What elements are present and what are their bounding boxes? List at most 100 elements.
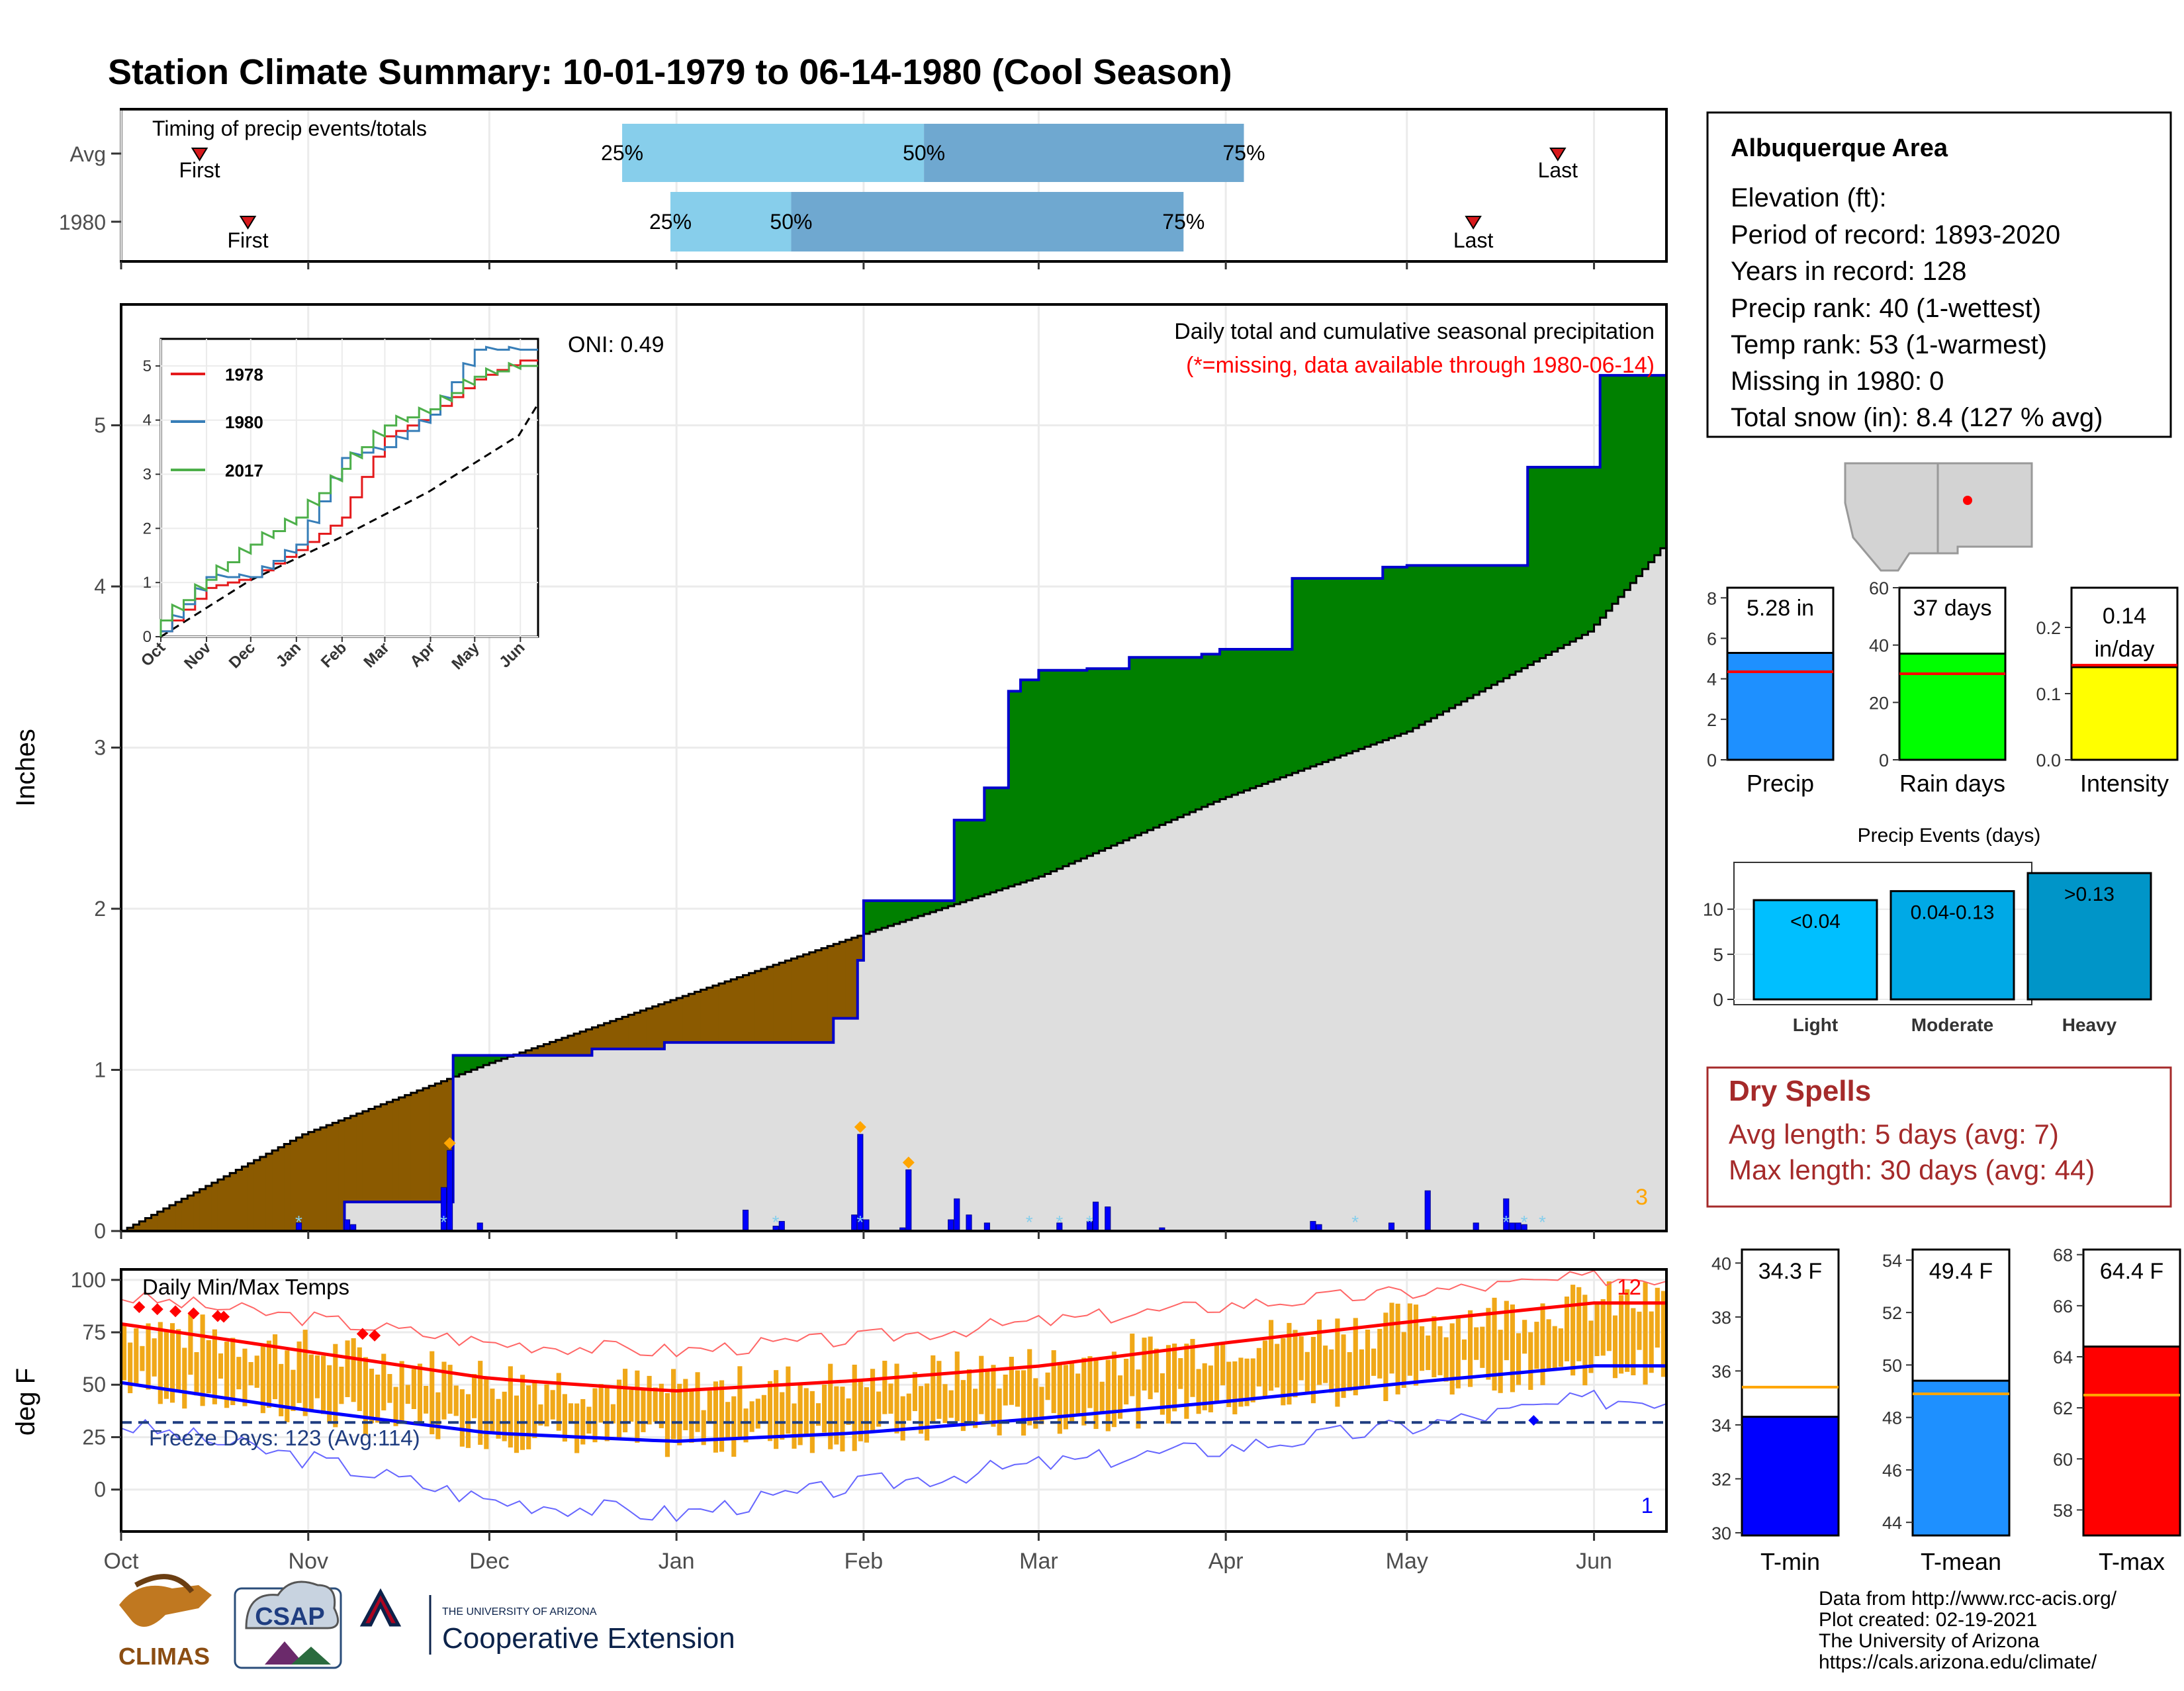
daily-temp-bar xyxy=(1287,1322,1292,1405)
above-normal-area xyxy=(1038,670,1046,877)
daily-temp-bar xyxy=(774,1370,779,1449)
timing-bars xyxy=(191,124,1567,251)
below-normal-area xyxy=(731,979,737,1043)
below-normal-area xyxy=(211,1182,218,1231)
precip-count-label: 3 xyxy=(1635,1185,1648,1210)
above-normal-area xyxy=(489,1055,496,1064)
below-normal-area xyxy=(586,1029,593,1056)
daily-temp-bar xyxy=(236,1357,242,1390)
daily-temp-bar xyxy=(212,1329,217,1404)
daily-temp-bar xyxy=(556,1373,561,1431)
daily-temp-bar xyxy=(1643,1282,1648,1385)
daily-temp-bar xyxy=(1184,1344,1189,1419)
events-bar-label-moderate: Moderate xyxy=(1911,1015,1993,1035)
below-normal-area xyxy=(236,1169,243,1231)
cumulative-precip-line xyxy=(121,374,1666,1232)
precip-caption: Daily total and cumulative seasonal prec… xyxy=(1174,319,1655,344)
above-normal-area xyxy=(1522,565,1528,668)
temp-summary-label-t-max: T-max xyxy=(2099,1548,2165,1575)
daily-temp-bar xyxy=(508,1366,513,1448)
above-normal-area xyxy=(495,1055,502,1061)
above-normal-area xyxy=(1081,670,1087,859)
above-normal-area xyxy=(1105,668,1112,848)
daily-temp-bar xyxy=(424,1386,429,1414)
above-normal-area xyxy=(924,900,931,915)
summary-bar-intensity xyxy=(2070,666,2179,761)
temp-summary-y-tick-label: 36 xyxy=(1711,1361,1731,1381)
daily-temp-bar xyxy=(797,1385,803,1445)
daily-temp-bar xyxy=(936,1361,942,1419)
events-bar-range: <0.04 xyxy=(1790,911,1841,933)
daily-precip-bar xyxy=(1310,1220,1316,1232)
daily-temp-bar xyxy=(1069,1363,1075,1424)
temp-summary-y-tick-label: 66 xyxy=(2053,1297,2073,1316)
daily-temp-bar xyxy=(973,1389,978,1428)
daily-temp-bar xyxy=(1238,1357,1244,1407)
daily-temp-bar xyxy=(786,1366,791,1434)
record-high-marker xyxy=(151,1303,163,1316)
below-normal-area xyxy=(743,975,750,1043)
daily-temp-bar xyxy=(834,1386,839,1445)
daily-temp-bar xyxy=(490,1389,495,1434)
below-normal-area xyxy=(598,1025,605,1049)
csap-logo-text: CSAP xyxy=(255,1603,325,1631)
dry-spells-title: Dry Spells xyxy=(1729,1075,1871,1107)
daily-precip-bar xyxy=(447,1150,453,1232)
timing-year-75-label: 75% xyxy=(1162,210,1205,234)
station-info-frame xyxy=(1706,111,2172,438)
daily-temp-bar xyxy=(1117,1375,1123,1419)
temperature-bar-charts: 30 32 34 36 38 40 34.3 F T-min 44 46 48 50 52 54 49.4 … xyxy=(1711,1246,2181,1575)
daily-temp-bar xyxy=(1039,1387,1044,1424)
daily-temp-bar xyxy=(792,1403,797,1449)
daily-temp-bar xyxy=(435,1392,441,1440)
daily-temp-bar xyxy=(351,1338,356,1402)
normal-cumulative-area xyxy=(121,548,1666,1231)
csap-logo: CSAP xyxy=(234,1580,342,1669)
snow-marker: * xyxy=(772,1212,780,1232)
daily-temp-bar xyxy=(399,1361,404,1424)
daily-temp-bar xyxy=(743,1408,749,1443)
daily-temp-bar xyxy=(1395,1303,1400,1394)
daily-temp-bar xyxy=(1208,1365,1213,1412)
daily-temp-bar xyxy=(1600,1299,1606,1356)
below-normal-area xyxy=(410,1093,418,1203)
daily-temp-bar xyxy=(1232,1361,1238,1414)
normal-cumulative-line xyxy=(121,547,1666,1232)
daily-temp-bar xyxy=(1304,1351,1310,1394)
below-normal-area xyxy=(712,985,719,1043)
daily-temp-bar xyxy=(260,1346,265,1414)
above-normal-area xyxy=(1171,657,1178,820)
daily-temp-bar xyxy=(1558,1328,1563,1367)
above-normal-area xyxy=(1533,467,1541,662)
locator-map xyxy=(1841,461,2033,577)
freeze-days-label: Freeze Days: 123 (Avg:114) xyxy=(149,1426,420,1450)
below-normal-area xyxy=(205,1185,212,1231)
inset-y-tick-label: 3 xyxy=(143,466,152,484)
avg-max-line xyxy=(120,1301,1666,1393)
footer-data-source: Data from http://www.rcc-acis.org/ xyxy=(1819,1588,2117,1610)
summary-value-unit: in/day xyxy=(2095,637,2155,662)
above-normal-area xyxy=(1340,578,1347,756)
above-normal-area xyxy=(978,820,985,897)
daily-temp-bar xyxy=(960,1380,966,1432)
daily-temp-bar xyxy=(411,1369,416,1410)
timing-row-label-avg: Avg xyxy=(69,142,106,166)
daily-temp-bar xyxy=(876,1391,882,1427)
month-label-jun: Jun xyxy=(1576,1549,1612,1574)
record-high-marker xyxy=(169,1305,182,1318)
daily-temp-bar xyxy=(206,1340,211,1394)
above-normal-area xyxy=(1600,375,1607,618)
above-normal-area xyxy=(483,1055,490,1066)
above-normal-area xyxy=(1129,657,1136,838)
above-normal-area xyxy=(1473,565,1480,695)
daily-temp-bar xyxy=(900,1396,905,1441)
above-normal-area xyxy=(1654,375,1661,555)
below-normal-area xyxy=(272,1150,279,1231)
temp-y-axis: 0 25 50 75 100 xyxy=(71,1268,121,1502)
below-normal-area xyxy=(779,962,786,1043)
above-normal-area xyxy=(1220,649,1226,800)
below-normal-area xyxy=(845,940,852,1019)
timing-last-marker xyxy=(1549,148,1567,161)
below-normal-area xyxy=(248,1163,255,1231)
